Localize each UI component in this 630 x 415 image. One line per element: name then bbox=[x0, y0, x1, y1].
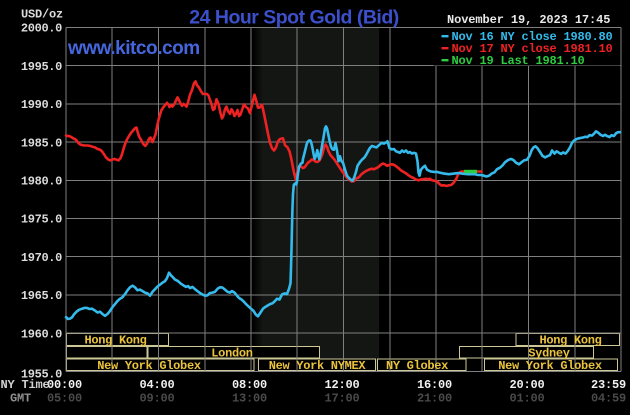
svg-text:Nov 19 Last 1981.10: Nov 19 Last 1981.10 bbox=[452, 54, 585, 68]
svg-text:GMT: GMT bbox=[10, 392, 31, 406]
svg-text:New York Globex: New York Globex bbox=[498, 359, 602, 373]
svg-text:13:00: 13:00 bbox=[232, 392, 267, 406]
svg-text:NY Globex: NY Globex bbox=[386, 359, 448, 373]
svg-text:1975.0: 1975.0 bbox=[21, 213, 62, 227]
svg-text:Nov 17 NY close 1981.10: Nov 17 NY close 1981.10 bbox=[452, 42, 613, 56]
svg-text:1955.0: 1955.0 bbox=[21, 367, 62, 381]
svg-text:17:00: 17:00 bbox=[324, 392, 359, 406]
svg-text:04:59: 04:59 bbox=[591, 392, 626, 406]
svg-text:04:00: 04:00 bbox=[139, 378, 174, 392]
svg-text:16:00: 16:00 bbox=[417, 378, 452, 392]
svg-text:1965.0: 1965.0 bbox=[21, 289, 62, 303]
svg-text:08:00: 08:00 bbox=[232, 378, 267, 392]
svg-text:1990.0: 1990.0 bbox=[21, 98, 62, 112]
svg-text:November 19, 2023 17:45: November 19, 2023 17:45 bbox=[447, 13, 610, 27]
svg-text:1995.0: 1995.0 bbox=[21, 60, 62, 74]
svg-text:23:59: 23:59 bbox=[591, 378, 626, 392]
svg-text:24 Hour Spot Gold (Bid): 24 Hour Spot Gold (Bid) bbox=[189, 7, 398, 29]
svg-text:1985.0: 1985.0 bbox=[21, 136, 62, 150]
svg-text:09:00: 09:00 bbox=[139, 392, 174, 406]
svg-text:Sydney: Sydney bbox=[528, 346, 570, 360]
svg-text:01:00: 01:00 bbox=[509, 392, 544, 406]
svg-text:2000.0: 2000.0 bbox=[21, 22, 62, 36]
svg-text:00:00: 00:00 bbox=[47, 378, 82, 392]
svg-text:1980.0: 1980.0 bbox=[21, 175, 62, 189]
svg-text:www.kitco.com: www.kitco.com bbox=[67, 38, 200, 59]
svg-text:21:00: 21:00 bbox=[417, 392, 452, 406]
svg-text:New York NYMEX: New York NYMEX bbox=[269, 359, 367, 373]
svg-text:05:00: 05:00 bbox=[47, 392, 82, 406]
svg-text:Hong Kong: Hong Kong bbox=[84, 334, 146, 348]
svg-text:NY Time: NY Time bbox=[0, 378, 49, 392]
svg-text:London: London bbox=[211, 346, 253, 360]
svg-text:New York Globex: New York Globex bbox=[97, 359, 201, 373]
svg-text:1970.0: 1970.0 bbox=[21, 251, 62, 265]
svg-text:20:00: 20:00 bbox=[509, 378, 544, 392]
svg-text:Nov 16 NY close 1980.80: Nov 16 NY close 1980.80 bbox=[452, 30, 613, 44]
svg-text:12:00: 12:00 bbox=[324, 378, 359, 392]
svg-text:USD/oz: USD/oz bbox=[21, 8, 63, 22]
svg-text:Hong Kong: Hong Kong bbox=[539, 334, 601, 348]
svg-text:1960.0: 1960.0 bbox=[21, 327, 62, 341]
